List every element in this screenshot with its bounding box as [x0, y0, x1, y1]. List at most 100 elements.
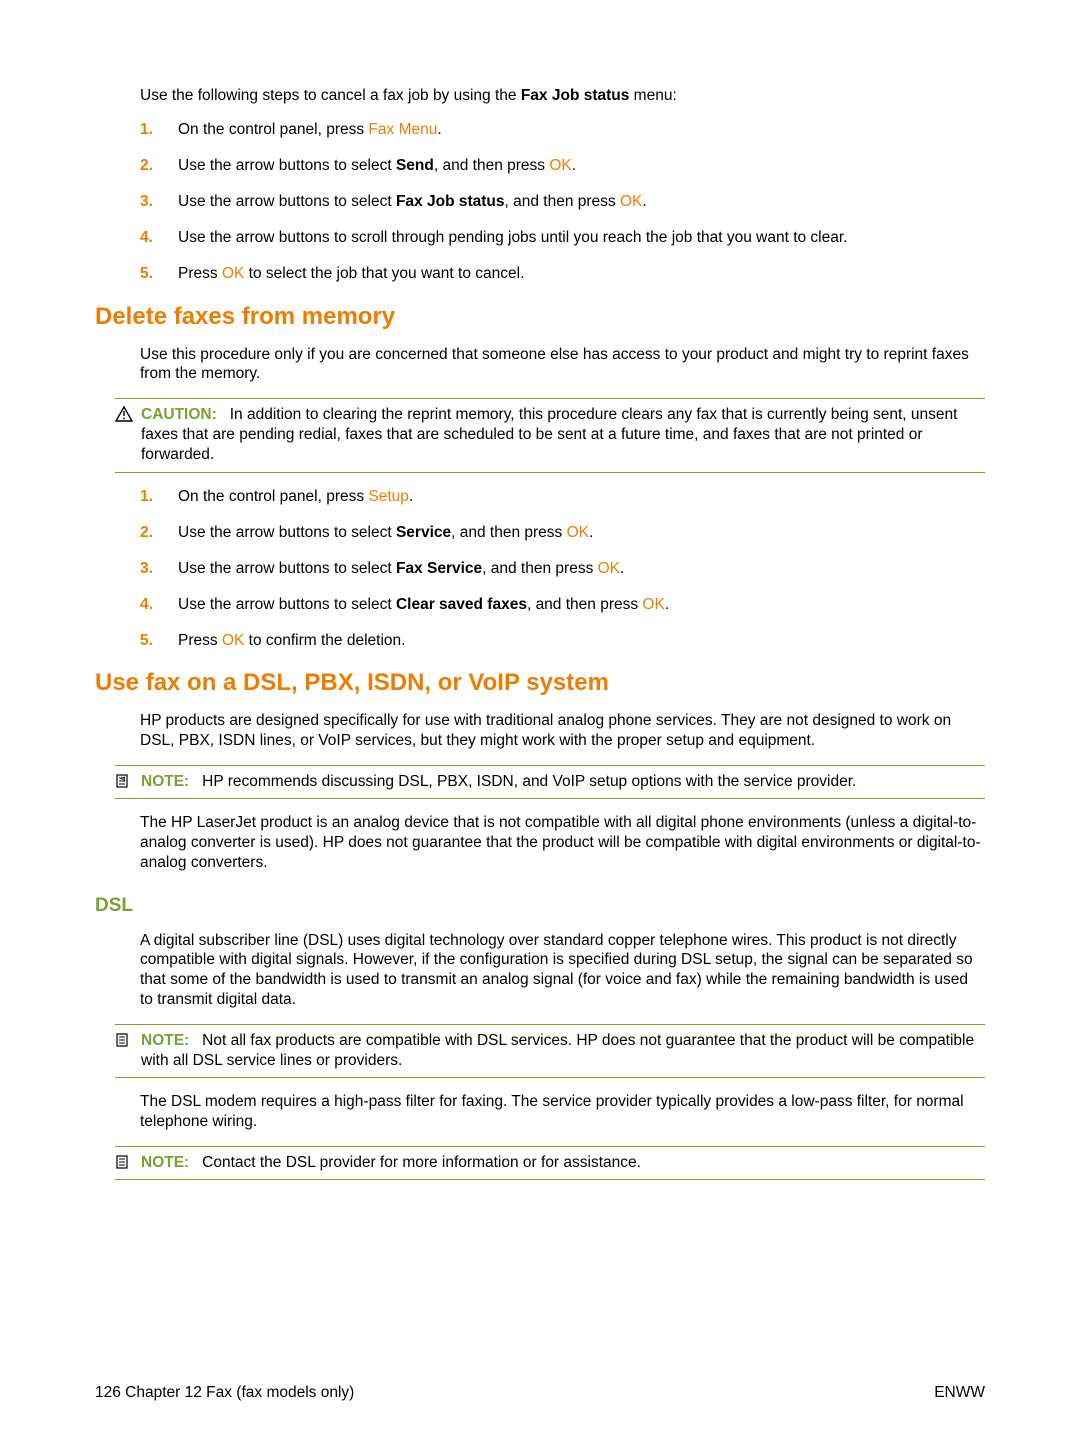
step-text: Use the arrow buttons to select Send, an… [178, 156, 985, 176]
ui-term: Setup [368, 488, 409, 505]
step-number: 2. [140, 156, 178, 176]
caution-callout: CAUTION: In addition to clearing the rep… [115, 398, 985, 472]
step-item: 1. On the control panel, press Fax Menu. [140, 120, 985, 140]
text: . [572, 157, 576, 174]
ui-term: OK [598, 560, 620, 577]
text: menu: [629, 87, 676, 104]
text: . [665, 596, 669, 613]
step-number: 3. [140, 192, 178, 212]
step-text: Use the arrow buttons to select Service,… [178, 523, 985, 543]
dsl-p2: The DSL modem requires a high-pass filte… [140, 1092, 985, 1132]
dsl-block: A digital subscriber line (DSL) uses dig… [140, 931, 985, 1010]
text: . [620, 560, 624, 577]
step-item: 3. Use the arrow buttons to select Fax S… [140, 559, 985, 579]
text: Use the arrow buttons to select [178, 524, 396, 541]
note-body: NOTE: Contact the DSL provider for more … [141, 1153, 985, 1173]
text: to select the job that you want to cance… [244, 265, 524, 282]
text-bold: Fax Job status [521, 87, 630, 104]
text: . [589, 524, 593, 541]
step-number: 2. [140, 523, 178, 543]
steps-list-2: 1. On the control panel, press Setup. 2.… [140, 487, 985, 652]
note-icon [115, 1153, 141, 1173]
text: Use the arrow buttons to select [178, 560, 396, 577]
text: Use the arrow buttons to select [178, 157, 396, 174]
step-item: 4. Use the arrow buttons to scroll throu… [140, 228, 985, 248]
heading-delete-faxes: Delete faxes from memory [95, 303, 985, 331]
text: Use the following steps to cancel a fax … [140, 87, 521, 104]
delete-block: Use this procedure only if you are conce… [140, 345, 985, 385]
step-text: Use the arrow buttons to select Fax Job … [178, 192, 985, 212]
note-icon [115, 772, 141, 792]
text: Use the arrow buttons to select [178, 596, 396, 613]
step-number: 5. [140, 631, 178, 651]
text: . [642, 193, 646, 210]
text-bold: Fax Service [396, 560, 482, 577]
text-bold: Fax Job status [396, 193, 505, 210]
step-item: 5. Press OK to confirm the deletion. [140, 631, 985, 651]
delete-intro: Use this procedure only if you are conce… [140, 345, 985, 385]
note-text: HP recommends discussing DSL, PBX, ISDN,… [202, 773, 856, 790]
page: Use the following steps to cancel a fax … [0, 0, 1080, 1224]
page-footer: 126 Chapter 12 Fax (fax models only) ENW… [95, 1384, 985, 1402]
text: , and then press [434, 157, 549, 174]
footer-right: ENWW [934, 1384, 985, 1402]
step-text: Use the arrow buttons to select Clear sa… [178, 595, 985, 615]
dsl-block2: The DSL modem requires a high-pass filte… [140, 1092, 985, 1132]
text: On the control panel, press [178, 488, 368, 505]
voip-block: HP products are designed specifically fo… [140, 711, 985, 751]
text: , and then press [451, 524, 566, 541]
step-text: On the control panel, press Setup. [178, 487, 985, 507]
caution-label: CAUTION: [141, 406, 217, 423]
text: Use the arrow buttons to select [178, 193, 396, 210]
text-bold: Service [396, 524, 451, 541]
step-number: 3. [140, 559, 178, 579]
ui-term: OK [642, 596, 664, 613]
step-text: On the control panel, press Fax Menu. [178, 120, 985, 140]
note-text [194, 1154, 203, 1171]
text: . [409, 488, 413, 505]
note-label: NOTE: [141, 1032, 189, 1049]
step-number: 1. [140, 120, 178, 140]
ui-term: Fax Menu [368, 121, 437, 138]
text: to confirm the deletion. [244, 632, 405, 649]
text: . [437, 121, 441, 138]
ui-term: OK [567, 524, 589, 541]
note-icon [115, 1031, 141, 1071]
caution-icon [115, 405, 141, 465]
step-number: 5. [140, 264, 178, 284]
step-item: 5. Press OK to select the job that you w… [140, 264, 985, 284]
step-number: 4. [140, 228, 178, 248]
text: , and then press [482, 560, 597, 577]
caution-text: In addition to clearing the reprint memo… [141, 406, 957, 463]
ui-term: OK [222, 265, 244, 282]
text: Press [178, 632, 222, 649]
heading-voip: Use fax on a DSL, PBX, ISDN, or VoIP sys… [95, 669, 985, 697]
note-label: NOTE: [141, 1154, 189, 1171]
text: On the control panel, press [178, 121, 368, 138]
voip-block2: The HP LaserJet product is an analog dev… [140, 813, 985, 872]
text-bold: Send [396, 157, 434, 174]
note-label: NOTE: [141, 773, 189, 790]
caution-body: CAUTION: In addition to clearing the rep… [141, 405, 985, 465]
ui-term: OK [620, 193, 642, 210]
step-item: 3. Use the arrow buttons to select Fax J… [140, 192, 985, 212]
step-text: Press OK to confirm the deletion. [178, 631, 985, 651]
text: , and then press [527, 596, 642, 613]
note-text [194, 773, 203, 790]
intro-block: Use the following steps to cancel a fax … [140, 86, 985, 285]
note-text [194, 1032, 203, 1049]
note-callout-3: NOTE: Contact the DSL provider for more … [115, 1146, 985, 1180]
note-body: NOTE: HP recommends discussing DSL, PBX,… [141, 772, 985, 792]
step-number: 4. [140, 595, 178, 615]
step-number: 1. [140, 487, 178, 507]
caution-text [221, 406, 230, 423]
ui-term: OK [222, 632, 244, 649]
footer-left: 126 Chapter 12 Fax (fax models only) [95, 1384, 354, 1402]
voip-p2: The HP LaserJet product is an analog dev… [140, 813, 985, 872]
note-callout-2: NOTE: Not all fax products are compatibl… [115, 1024, 985, 1078]
note-text: Contact the DSL provider for more inform… [202, 1154, 641, 1171]
step-text: Use the arrow buttons to select Fax Serv… [178, 559, 985, 579]
text-bold: Clear saved faxes [396, 596, 527, 613]
heading-dsl: DSL [95, 895, 985, 917]
step-item: 2. Use the arrow buttons to select Send,… [140, 156, 985, 176]
